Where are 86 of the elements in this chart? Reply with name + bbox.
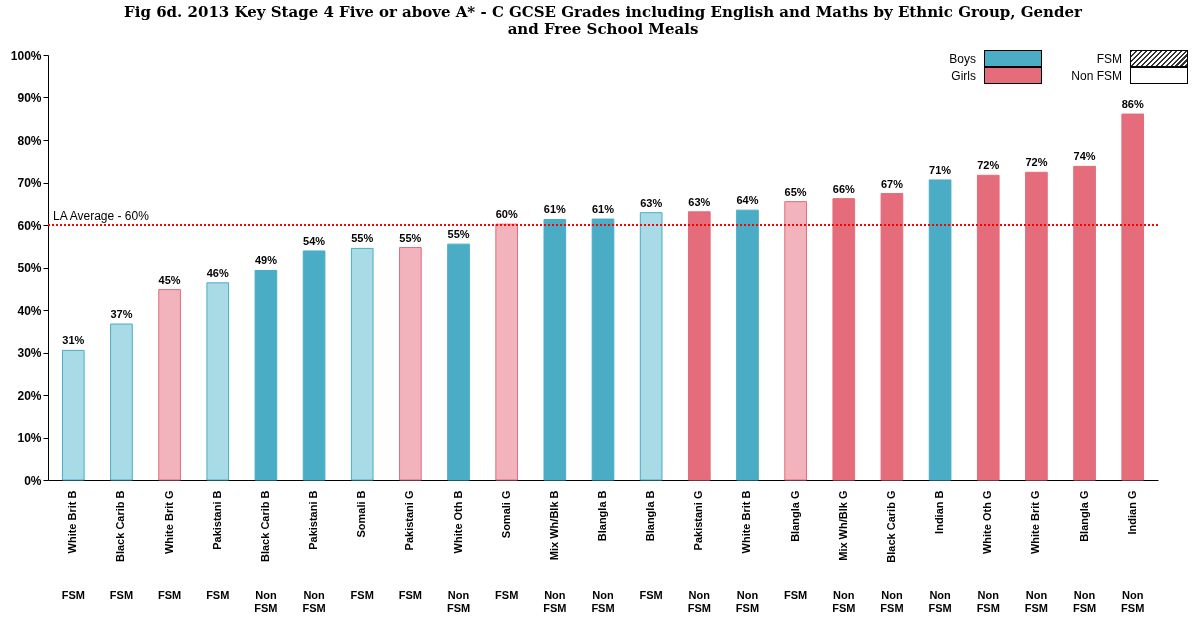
data-label: 86% — [1121, 98, 1144, 111]
bar — [158, 289, 181, 481]
category-label: Pakistani G FSM — [398, 490, 422, 601]
category-label: Pakistani B Non FSM — [302, 490, 326, 614]
bar — [832, 198, 856, 481]
y-tick-label: 30% — [17, 346, 42, 360]
data-label: 63% — [688, 195, 711, 208]
data-label: 55% — [351, 232, 374, 245]
data-label: 67% — [880, 177, 904, 190]
bar — [1025, 171, 1048, 481]
bar — [110, 323, 133, 481]
data-label: 72% — [977, 159, 1000, 172]
category-label: Blangla G FSM — [784, 490, 808, 601]
bar — [591, 218, 615, 481]
y-tick-label: 0% — [24, 473, 42, 488]
data-label: 55% — [399, 231, 422, 244]
data-label: 66% — [832, 182, 855, 195]
data-label: 61% — [543, 203, 567, 216]
category-label: White Oth G Non FSM — [976, 490, 1000, 614]
category-label: Blangla B FSM — [639, 490, 663, 601]
bar — [447, 243, 470, 481]
data-label: 55% — [447, 228, 470, 241]
y-tick-label: 50% — [17, 261, 42, 275]
data-label: 49% — [254, 254, 278, 267]
data-label: 54% — [303, 234, 326, 247]
y-tick-label: 100% — [10, 48, 42, 63]
category-label: Somali G FSM — [495, 490, 519, 601]
y-tick-label: 10% — [17, 431, 42, 445]
bar — [976, 174, 1000, 481]
bar — [1073, 165, 1096, 481]
data-label: 71% — [929, 163, 952, 176]
category-label: White Brit B FSM — [61, 490, 85, 601]
data-label: 37% — [110, 308, 133, 321]
category-label: White Brit G FSM — [157, 490, 182, 601]
bar — [61, 349, 85, 481]
bar — [639, 212, 663, 481]
data-label: 65% — [784, 185, 807, 198]
bar — [350, 247, 374, 481]
category-label: Somali B FSM — [350, 490, 374, 601]
category-label: Black Carib B Non FSM — [254, 490, 278, 614]
legend-label: Boys — [948, 51, 976, 66]
bar — [302, 250, 326, 481]
y-tick-label: 70% — [17, 176, 42, 190]
y-tick-label: 60% — [17, 218, 42, 233]
y-tick-label: 80% — [17, 133, 42, 148]
category-label: Black Carib B FSM — [109, 490, 134, 601]
category-label: Indian B Non FSM — [928, 490, 952, 614]
bar — [784, 201, 807, 481]
data-label: 64% — [736, 194, 759, 207]
category-label: Black Carib G Non FSM — [880, 490, 904, 614]
data-label: 63% — [640, 196, 663, 209]
category-label: Blangla B Non FSM — [591, 490, 615, 614]
y-tick-label: 20% — [17, 388, 42, 403]
category-label: Pakistani G Non FSM — [687, 490, 711, 614]
category-label: Indian G Non FSM — [1121, 490, 1145, 614]
category-label: White Brit G Non FSM — [1024, 490, 1049, 614]
bar — [495, 223, 519, 481]
legend-label: Girls — [950, 68, 976, 83]
category-label: Mix Wh/Blk G Non FSM — [832, 490, 856, 614]
bar — [1121, 113, 1145, 481]
ref-line-label: LA Average - 60% — [53, 209, 150, 223]
data-label: 74% — [1073, 150, 1096, 163]
category-label: Pakistani B FSM — [206, 490, 230, 601]
data-label: 31% — [62, 334, 85, 347]
data-label: 61% — [591, 203, 615, 216]
bar — [687, 211, 711, 481]
category-label: White Oth B Non FSM — [446, 490, 471, 614]
chart-title: Fig 6d. 2013 Key Stage 4 Five or above A* - C GCSE Grades including English and Maths by Ethnic Group, Gender and Free School Meals — [124, 3, 1083, 38]
bar — [543, 218, 567, 481]
data-label: 45% — [158, 273, 181, 286]
data-label: 72% — [1025, 156, 1048, 169]
category-label: Blangla G Non FSM — [1072, 490, 1097, 614]
annotation: FSM — [1095, 51, 1122, 66]
bar — [736, 209, 759, 481]
bar — [399, 247, 422, 481]
bar — [928, 179, 952, 481]
category-label: Mix Wh/Blk B Non FSM — [543, 490, 567, 614]
annotation: Non FSM — [1070, 68, 1122, 83]
category-label: White Brit B Non FSM — [735, 490, 760, 614]
data-label: 46% — [206, 266, 229, 279]
bar — [206, 282, 230, 481]
bar — [880, 193, 904, 481]
y-tick-label: 90% — [17, 91, 42, 105]
data-label: 60% — [495, 208, 518, 221]
y-tick-label: 40% — [17, 303, 42, 318]
bar — [254, 269, 278, 481]
